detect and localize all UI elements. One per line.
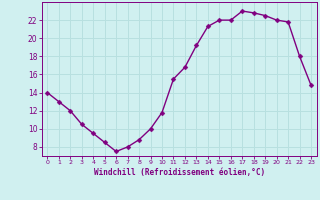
X-axis label: Windchill (Refroidissement éolien,°C): Windchill (Refroidissement éolien,°C) [94,168,265,177]
